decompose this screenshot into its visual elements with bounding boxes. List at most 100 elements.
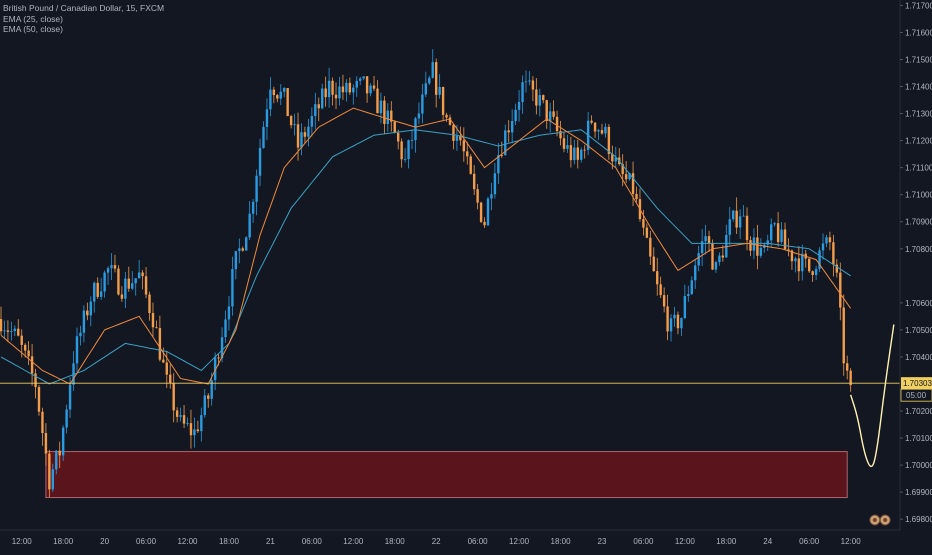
time-tick-label: 12:00 xyxy=(343,537,364,546)
ema50-legend[interactable]: EMA (50, close) xyxy=(3,24,63,34)
candle-body xyxy=(825,237,828,244)
candle-body xyxy=(262,126,265,148)
time-tick-label: 20 xyxy=(100,537,109,546)
candle-body xyxy=(137,272,141,279)
candle-body xyxy=(510,121,514,133)
time-tick-label: 12:00 xyxy=(12,537,33,546)
price-tick-label: 1.71700 xyxy=(905,1,932,10)
candle-body xyxy=(535,89,538,106)
candle-body xyxy=(238,248,241,252)
candle-body xyxy=(811,271,814,275)
price-tick-label: 1.69800 xyxy=(905,515,932,524)
candle-body xyxy=(652,256,655,272)
candle-body xyxy=(469,156,472,174)
candle-body xyxy=(217,357,220,359)
candle-body xyxy=(251,201,255,214)
candle-body xyxy=(490,194,493,199)
candle-body xyxy=(555,116,559,131)
symbol-title[interactable]: British Pound / Canadian Dollar, 15, FXC… xyxy=(3,3,165,13)
candle-body xyxy=(569,145,573,161)
candle-body xyxy=(801,253,804,272)
candle-body xyxy=(410,140,414,141)
candle-body xyxy=(296,124,300,148)
candle-body xyxy=(13,328,17,332)
candle-body xyxy=(348,82,352,93)
candle-body xyxy=(711,243,714,270)
chart-legend: British Pound / Canadian Dollar, 15, FXC… xyxy=(3,3,164,35)
candle-body xyxy=(248,213,251,238)
price-tick-label: 1.69900 xyxy=(905,488,932,497)
candle-body xyxy=(175,410,179,417)
current-price-label: 1.70303 xyxy=(903,379,932,388)
candle-body xyxy=(845,363,849,371)
candle-body xyxy=(593,122,597,132)
candle-body xyxy=(224,319,227,338)
candle-body xyxy=(186,423,189,424)
candle-body xyxy=(162,359,165,363)
candle-body xyxy=(310,116,314,127)
candle-body xyxy=(624,174,628,180)
candle-body xyxy=(704,236,707,242)
price-tick-label: 1.70900 xyxy=(905,218,932,227)
candle-body xyxy=(414,118,417,141)
candle-body xyxy=(493,173,497,195)
candle-body xyxy=(459,135,462,141)
candle-body xyxy=(234,251,238,270)
candle-body xyxy=(58,450,61,456)
candle-body xyxy=(504,130,507,156)
candle-body xyxy=(393,121,396,133)
time-tick-label: 12:00 xyxy=(841,537,862,546)
candle-body xyxy=(10,331,13,332)
candle-body xyxy=(421,94,424,114)
candle-body xyxy=(524,81,528,83)
candle-body xyxy=(486,198,490,226)
candle-body xyxy=(604,126,607,134)
candle-body xyxy=(289,116,293,126)
candle-body xyxy=(828,237,832,243)
candle-body xyxy=(169,374,172,384)
candle-body xyxy=(680,318,683,329)
candle-body xyxy=(369,85,372,94)
candle-body xyxy=(600,130,604,134)
candle-body xyxy=(839,272,842,308)
ema25-legend[interactable]: EMA (25, close) xyxy=(3,13,63,24)
candle-body xyxy=(766,240,769,245)
candle-body xyxy=(265,109,269,127)
candle-body xyxy=(428,77,431,84)
ema50-line xyxy=(0,129,851,385)
candle-body xyxy=(676,314,680,329)
candle-body xyxy=(424,83,428,95)
candle-body xyxy=(390,110,393,122)
candle-body xyxy=(227,306,231,320)
candle-body xyxy=(65,409,68,428)
candle-body xyxy=(808,258,811,272)
candle-body xyxy=(127,278,130,289)
candle-body xyxy=(483,221,486,226)
candle-body xyxy=(279,91,282,99)
candle-body xyxy=(690,280,693,295)
candle-body xyxy=(23,344,27,351)
candle-body xyxy=(545,100,548,121)
candle-body xyxy=(700,241,704,254)
candle-body xyxy=(438,86,441,95)
candle-body xyxy=(303,132,307,137)
candle-body xyxy=(417,113,421,119)
candle-body xyxy=(721,255,725,258)
candle-body xyxy=(497,155,500,174)
candle-body xyxy=(835,264,839,273)
time-tick-label: 18:00 xyxy=(53,537,74,546)
candle-body xyxy=(96,282,99,297)
candle-body xyxy=(472,173,476,190)
candle-body xyxy=(345,82,348,93)
candle-body xyxy=(210,380,213,399)
time-tick-label: 12:00 xyxy=(675,537,696,546)
candle-body xyxy=(182,415,186,424)
candle-body xyxy=(552,111,555,117)
candle-body xyxy=(258,147,262,176)
candle-body xyxy=(514,109,517,122)
time-tick-label: 18:00 xyxy=(219,537,240,546)
price-tick-label: 1.70800 xyxy=(905,245,932,254)
candle-body xyxy=(673,314,676,319)
